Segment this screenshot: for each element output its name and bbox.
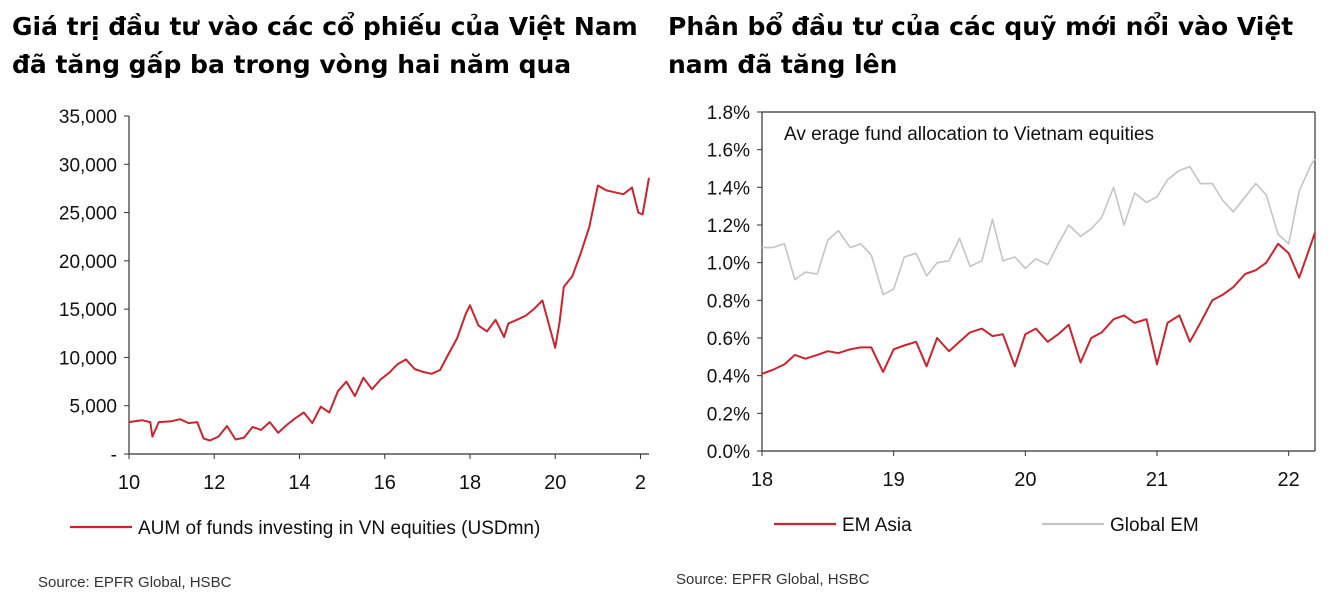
left-chart-source: Source: EPFR Global, HSBC	[38, 574, 232, 591]
chart-annotation: Av erage fund allocation to Vietnam equi…	[784, 124, 1154, 145]
y-tick-label: 35,000	[59, 107, 117, 128]
series-line-global-em	[762, 158, 1316, 296]
x-tick-label: 22	[1278, 469, 1300, 491]
y-tick-label: 1.6%	[707, 141, 750, 162]
y-tick-label: 15,000	[59, 300, 117, 321]
x-tick-label: 2	[635, 472, 646, 494]
y-tick-label: 25,000	[59, 204, 117, 225]
x-tick-label: 21	[1146, 469, 1168, 491]
x-tick-label: 20	[544, 472, 566, 494]
series-line-em-asia	[761, 232, 1316, 375]
y-tick-label: 1.2%	[707, 216, 750, 237]
x-tick-label: 12	[203, 472, 225, 494]
right-chart: 0.0% 0.2% 0.4% 0.6% 0.8% 1.0% 1.2% 1.4% 1.6% 1.8%…	[707, 103, 1316, 536]
y-tick-label: 1.0%	[707, 254, 750, 275]
series-line-aum	[128, 177, 650, 442]
y-tick-label: 1.4%	[707, 178, 750, 199]
x-tick-label: 16	[374, 472, 396, 494]
y-tick-label: -	[111, 445, 117, 466]
y-tick-label: 10,000	[59, 348, 117, 369]
legend-label: Global EM	[1110, 515, 1199, 536]
right-chart-panel: Phân bổ đầu tư của các quỹ mới nổi vào V…	[662, 0, 1339, 601]
y-tick-label: 0.0%	[707, 442, 750, 463]
right-chart-title: Phân bổ đầu tư của các quỹ mới nổi vào V…	[668, 12, 1294, 79]
y-tick-label: 0.4%	[707, 367, 750, 388]
y-tick-label: 30,000	[59, 155, 117, 176]
y-tick-label: 0.6%	[707, 329, 750, 350]
x-tick-label: 19	[883, 469, 905, 491]
x-tick-label: 18	[751, 469, 773, 491]
y-tick-label: 20,000	[59, 252, 117, 273]
left-chart-panel: Giá trị đầu tư vào các cổ phiếu của Việt…	[0, 0, 660, 601]
legend-label: EM Asia	[842, 515, 912, 536]
y-tick-label: 0.8%	[707, 291, 750, 312]
y-tick-label: 0.2%	[707, 404, 750, 425]
x-tick-label: 18	[459, 472, 481, 494]
left-chart-title: Giá trị đầu tư vào các cổ phiếu của Việt…	[12, 12, 638, 79]
x-tick-label: 10	[118, 472, 140, 494]
right-chart-source: Source: EPFR Global, HSBC	[676, 571, 870, 588]
y-tick-label: 1.8%	[707, 103, 750, 124]
y-tick-label: 5,000	[69, 397, 117, 418]
x-tick-label: 20	[1014, 469, 1036, 491]
x-tick-label: 14	[288, 472, 310, 494]
legend-label: AUM of funds investing in VN equities (U…	[138, 518, 540, 539]
left-chart: - 5,000 10,000 15,000 20,000 25,000 30,000 35,0…	[59, 107, 650, 539]
